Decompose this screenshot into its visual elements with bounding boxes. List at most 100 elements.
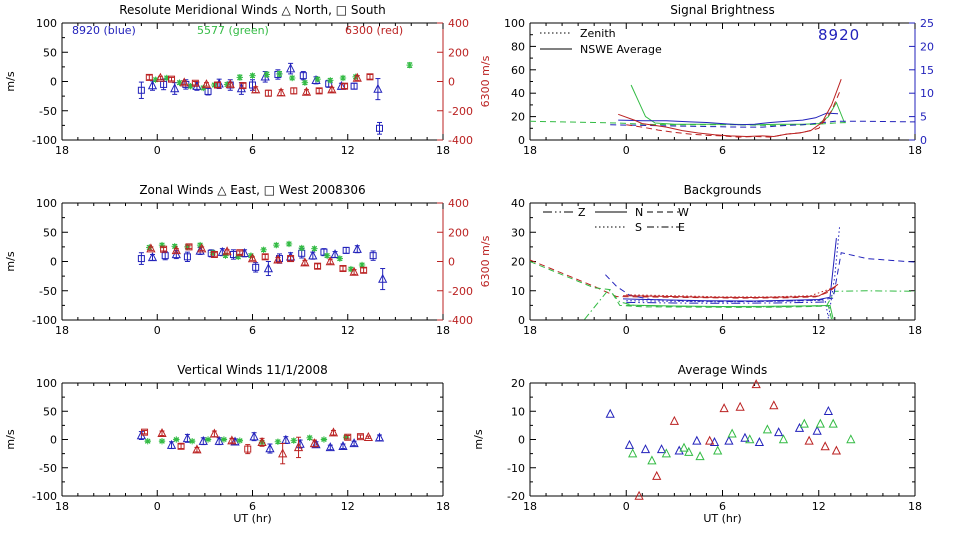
marker-triangle [214, 435, 224, 445]
x-tick-label: 6 [249, 500, 256, 513]
marker-triangle [147, 252, 158, 262]
marker-square [376, 124, 383, 132]
marker-triangle [656, 444, 667, 454]
series-w-8920 [605, 252, 916, 303]
marker-triangle [378, 273, 388, 283]
marker-square [141, 428, 149, 436]
title-signal-brightness: Signal Brightness [670, 3, 775, 17]
marker-asterisk [264, 71, 270, 78]
marker-triangle [751, 379, 761, 389]
series-n-8920 [622, 238, 837, 302]
marker-asterisk [275, 439, 281, 445]
y-tick-label: 50 [43, 405, 57, 418]
marker-triangle [263, 263, 273, 273]
y-tick-label: 100 [36, 377, 57, 390]
marker-square [204, 87, 212, 95]
marker-asterisk [205, 436, 211, 443]
marker-square [342, 246, 350, 254]
marker-triangle [812, 425, 822, 435]
marker-square [261, 253, 269, 261]
marker-triangle [724, 435, 734, 445]
marker-triangle [373, 83, 383, 93]
series-w-6300 [529, 259, 839, 299]
legend-label: N [635, 206, 643, 219]
marker-triangle [308, 250, 318, 260]
marker-triangle [249, 431, 259, 441]
marker-triangle [374, 432, 385, 442]
annotation-filter-8920: 8920 [818, 26, 861, 44]
marker-triangle [692, 435, 702, 445]
marker-asterisk [189, 438, 195, 444]
y-tick-label: 20 [511, 377, 525, 390]
y-tick-label: 100 [36, 197, 57, 210]
x-tick-label: 18 [523, 144, 537, 157]
right-axis-title: 6300 m/s [479, 235, 492, 287]
legend-label: Z [578, 206, 586, 219]
right-axis-title: 6300 m/s [479, 55, 492, 107]
marker-asterisk [222, 252, 229, 259]
marker-square [314, 262, 322, 270]
x-tick-label: 0 [623, 500, 630, 513]
legend-label: Zenith [580, 27, 616, 40]
series-6300-nswe-average [618, 79, 842, 138]
y-tick-label: 0 [50, 76, 57, 89]
marker-triangle [828, 418, 838, 428]
marker-asterisk [249, 72, 256, 79]
right-tick-label: 0 [448, 76, 455, 89]
marker-asterisk [340, 75, 346, 81]
marker-triangle [684, 446, 694, 456]
marker-square [137, 255, 145, 263]
xlabel-vertical-winds: UT (hr) [233, 512, 272, 525]
marker-triangle [265, 443, 275, 453]
marker-triangle [171, 245, 181, 255]
marker-asterisk [145, 438, 151, 444]
y-tick-label: -50 [39, 462, 57, 475]
marker-square [356, 433, 364, 441]
y-tick-label: -10 [507, 462, 525, 475]
series-e-5577 [584, 288, 916, 320]
right-tick-label: 0 [448, 256, 455, 269]
x-tick-label: 18 [523, 324, 537, 337]
marker-asterisk [221, 436, 227, 443]
legend-label: W [678, 206, 689, 219]
marker-triangle [745, 434, 755, 444]
marker-asterisk [311, 245, 318, 252]
marker-asterisk [260, 247, 267, 253]
marker-square [344, 433, 352, 441]
title-backgrounds: Backgrounds [683, 183, 762, 197]
marker-triangle [823, 405, 833, 415]
x-tick-label: 6 [249, 144, 256, 157]
marker-asterisk [337, 255, 343, 262]
marker-square [185, 243, 193, 251]
marker-triangle [155, 72, 166, 82]
series-s-6300 [626, 287, 832, 298]
y-tick-label: 0 [518, 434, 525, 447]
marker-asterisk [299, 245, 305, 251]
series-5577-nswe-average [630, 84, 845, 126]
marker-asterisk [273, 242, 279, 248]
marker-triangle [230, 436, 240, 446]
marker-triangle [170, 83, 180, 93]
marker-triangle [799, 418, 809, 428]
title-average-winds: Average Winds [677, 363, 768, 377]
marker-triangle [166, 439, 177, 449]
marker-asterisk [286, 241, 292, 247]
x-tick-label: 18 [436, 144, 450, 157]
marker-square [341, 82, 349, 90]
y-tick-label: 20 [511, 256, 525, 269]
series-6300-zenith [626, 91, 841, 138]
marker-triangle [778, 434, 789, 444]
marker-triangle [719, 403, 729, 413]
y-tick-label: 60 [511, 64, 525, 77]
series-w-5577 [529, 261, 833, 320]
marker-square [287, 255, 295, 263]
series-5577-zenith [529, 120, 848, 126]
x-tick-label: 18 [55, 324, 69, 337]
marker-triangle [209, 428, 220, 438]
legend-green: 5577 (green) [197, 24, 269, 37]
marker-triangle [273, 254, 283, 264]
marker-triangle [227, 435, 237, 445]
marker-square [299, 72, 307, 80]
